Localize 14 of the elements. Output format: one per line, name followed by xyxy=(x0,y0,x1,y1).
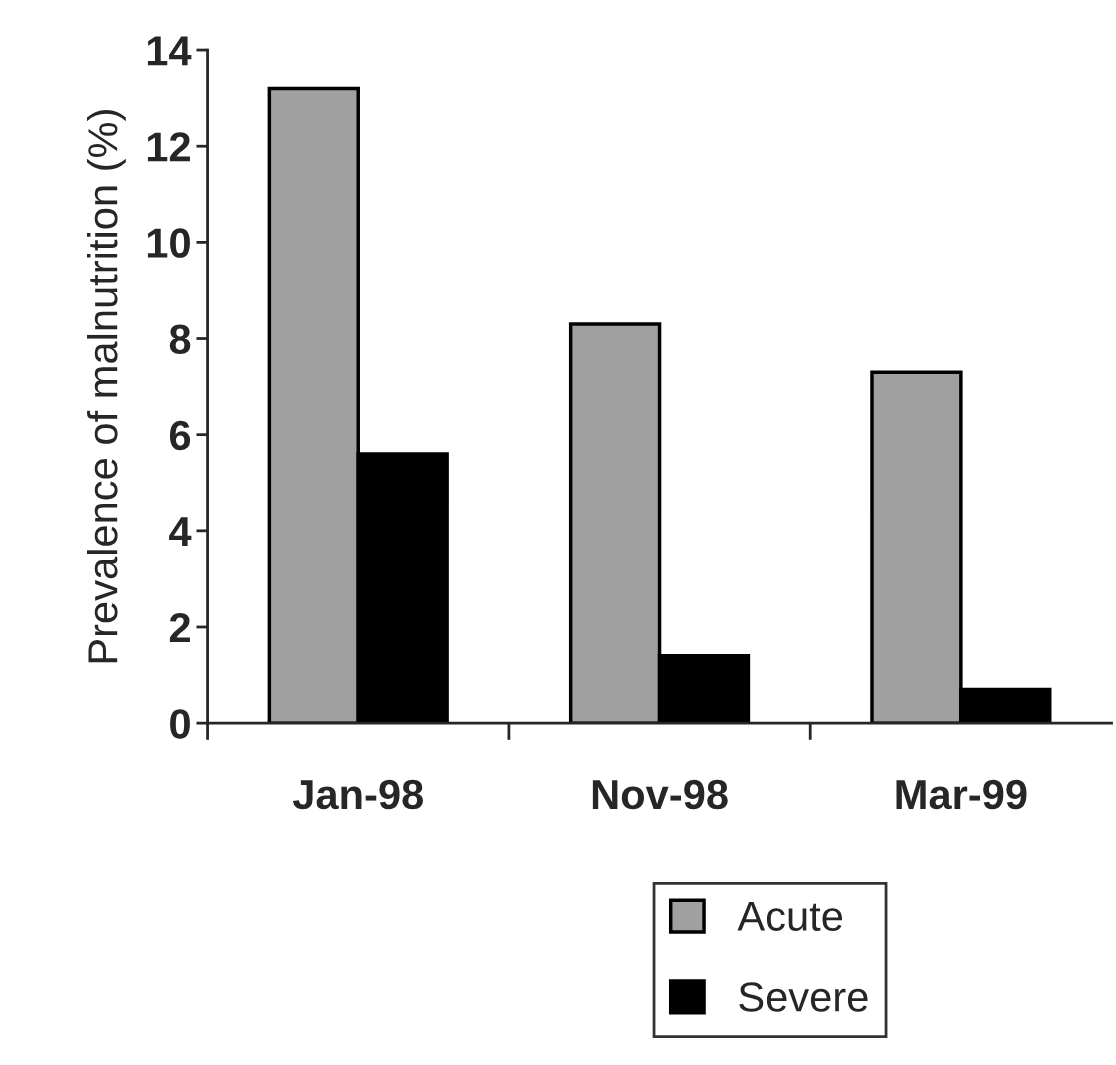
y-tick-label: 14 xyxy=(147,36,192,66)
y-tick-label: 2 xyxy=(169,612,190,643)
x-tick-label: Jan-98 xyxy=(292,779,423,810)
y-tick-label: 12 xyxy=(147,132,190,162)
y-tick-label: 4 xyxy=(169,517,192,546)
y-tick-label: 10 xyxy=(147,228,190,258)
x-tick-label: Mar-99 xyxy=(896,779,1027,810)
y-tick-label: 6 xyxy=(169,420,191,451)
legend-label: Severe xyxy=(739,982,868,1012)
x-tick-label: Nov-98 xyxy=(592,779,728,810)
y-tick-label: 8 xyxy=(169,324,191,355)
y-tick-label: 0 xyxy=(170,709,190,739)
legend-label: Acute xyxy=(737,901,843,931)
y-axis-title: Prevalence of malnutrition (%) xyxy=(86,110,126,663)
